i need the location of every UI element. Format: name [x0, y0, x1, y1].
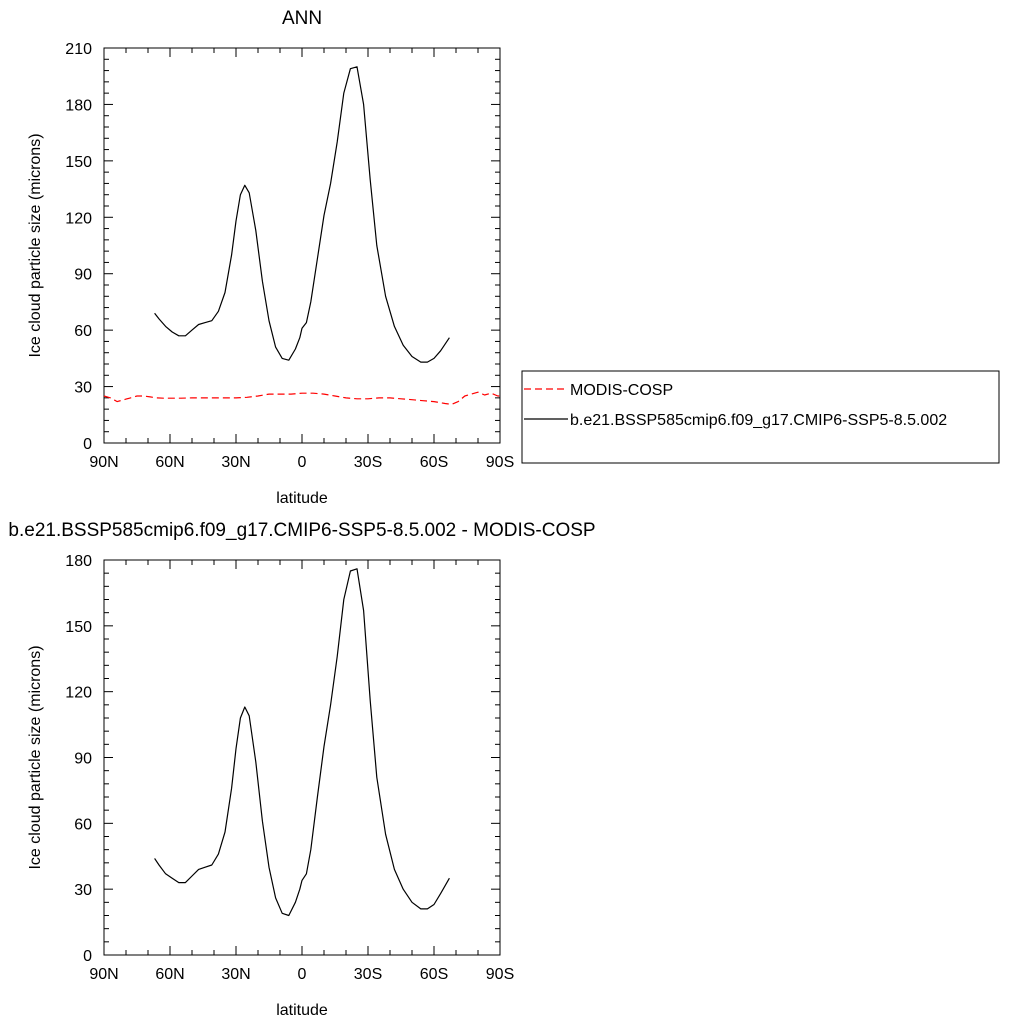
series-line-1-0	[154, 568, 450, 917]
y-tick-label: 150	[65, 619, 92, 636]
y-tick-label: 90	[74, 751, 92, 768]
x-tick-label: 90N	[89, 454, 118, 471]
legend-box	[521, 370, 1000, 464]
x-tick-label: 90S	[486, 966, 514, 983]
x-tick-label: 90N	[89, 966, 118, 983]
x-tick-label: 0	[298, 966, 307, 983]
plot-frame	[103, 47, 501, 444]
series-line-0-1	[154, 66, 450, 363]
y-tick-label: 0	[83, 436, 92, 453]
y-tick-label: 60	[74, 816, 92, 833]
chart-title: b.e21.BSSP585cmip6.f09_g17.CMIP6-SSP5-8.…	[8, 520, 595, 541]
y-tick-label: 120	[65, 210, 92, 227]
y-tick-label: 120	[65, 685, 92, 702]
x-tick-label: 60S	[420, 966, 448, 983]
y-tick-label: 210	[65, 41, 92, 58]
y-tick-label: 30	[74, 882, 92, 899]
y-tick-label: 0	[83, 948, 92, 965]
x-tick-label: 30S	[354, 454, 382, 471]
y-tick-label: 180	[65, 97, 92, 114]
y-tick-label: 90	[74, 267, 92, 284]
chart-title: ANN	[282, 8, 322, 29]
y-tick-label: 180	[65, 553, 92, 570]
y-tick-label: 60	[74, 323, 92, 340]
x-tick-label: 60N	[155, 454, 184, 471]
legend-label: MODIS-COSP	[570, 382, 673, 399]
x-axis-label: latitude	[276, 1002, 328, 1019]
y-tick-label: 30	[74, 380, 92, 397]
y-axis-label: Ice cloud particle size (microns)	[27, 133, 44, 357]
y-axis-label: Ice cloud particle size (microns)	[27, 645, 44, 869]
x-tick-label: 60S	[420, 454, 448, 471]
x-tick-label: 30S	[354, 966, 382, 983]
y-tick-label: 150	[65, 154, 92, 171]
x-tick-label: 60N	[155, 966, 184, 983]
plot-frame	[103, 559, 501, 956]
x-tick-label: 30N	[221, 966, 250, 983]
series-line-0-0	[103, 391, 500, 405]
x-axis-label: latitude	[276, 490, 328, 507]
x-tick-label: 0	[298, 454, 307, 471]
legend-label: b.e21.BSSP585cmip6.f09_g17.CMIP6-SSP5-8.…	[570, 412, 947, 429]
x-tick-label: 30N	[221, 454, 250, 471]
x-tick-label: 90S	[486, 454, 514, 471]
